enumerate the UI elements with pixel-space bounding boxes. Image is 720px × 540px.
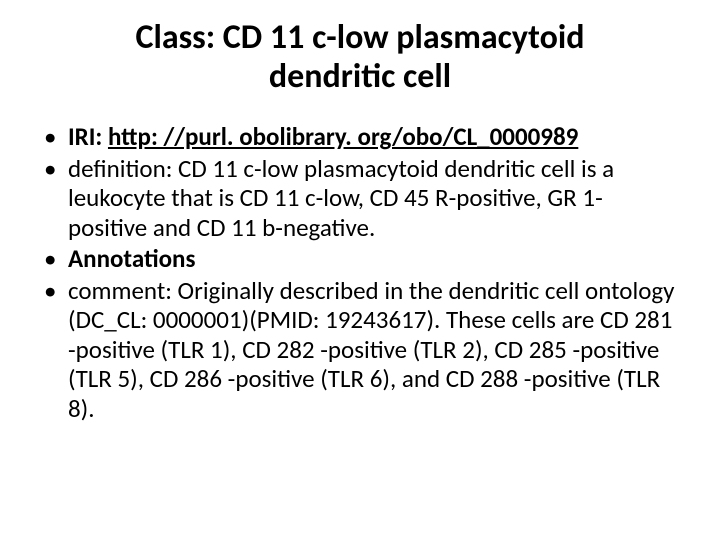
- annotations-label: Annotations: [68, 243, 195, 274]
- list-item: Annotations: [68, 244, 680, 274]
- iri-link[interactable]: http: //purl. obolibrary. org/obo/CL_000…: [108, 121, 578, 152]
- slide-title: Class: CD 11 c-low plasmacytoid dendriti…: [40, 18, 680, 96]
- list-item: IRI: http: //purl. obolibrary. org/obo/C…: [68, 122, 680, 152]
- iri-label: IRI:: [68, 121, 102, 152]
- list-item: comment: Originally described in the den…: [68, 276, 680, 424]
- list-item: definition: CD 11 c-low plasmacytoid den…: [68, 154, 680, 243]
- content-list: IRI: http: //purl. obolibrary. org/obo/C…: [40, 122, 680, 423]
